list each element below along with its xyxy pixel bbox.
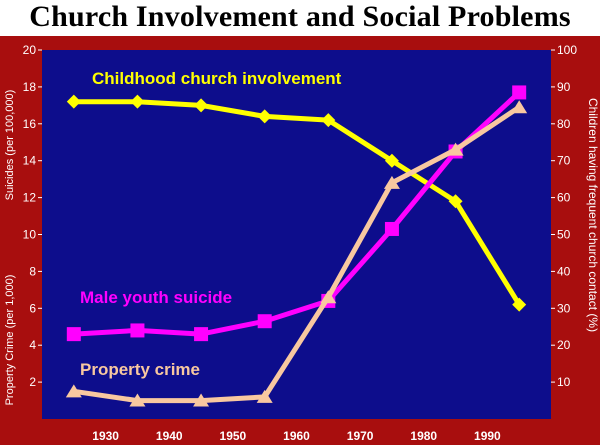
data-point bbox=[512, 297, 527, 312]
x-axis-ticks: 1930 1940 1950 1960 1970 1980 1990 bbox=[92, 429, 501, 443]
series-line bbox=[73, 105, 521, 404]
x-tick-label: 1990 bbox=[474, 429, 501, 443]
data-point bbox=[194, 327, 209, 342]
left-axis-label-top: Suicides (per 100,000) bbox=[4, 90, 16, 201]
data-point bbox=[193, 393, 210, 407]
right-axis-label: Children having frequent church contact … bbox=[586, 98, 600, 332]
series-label-church: Childhood church involvement bbox=[92, 69, 342, 88]
left-tick-label: 12 bbox=[23, 191, 37, 205]
data-point bbox=[66, 94, 81, 109]
left-tick-label: 2 bbox=[29, 375, 36, 389]
left-tick-label: 18 bbox=[23, 80, 37, 94]
series-line bbox=[73, 90, 521, 337]
x-tick-label: 1930 bbox=[92, 429, 119, 443]
left-tick-label: 14 bbox=[23, 154, 37, 168]
right-tick-label: 50 bbox=[557, 228, 571, 242]
right-tick-label: 40 bbox=[557, 264, 571, 278]
data-point bbox=[384, 221, 399, 236]
series-label-crime: Property crime bbox=[80, 360, 200, 379]
data-point bbox=[66, 327, 81, 342]
right-tick-label: 90 bbox=[557, 80, 571, 94]
left-tick-label: 4 bbox=[29, 338, 36, 352]
data-point bbox=[512, 85, 527, 100]
data-point bbox=[257, 314, 272, 329]
series-property-crime bbox=[65, 100, 528, 407]
data-point bbox=[65, 384, 82, 398]
data-point bbox=[320, 290, 337, 304]
left-axis-label-bottom: Property Crime (per 1,000) bbox=[4, 275, 16, 406]
data-point bbox=[511, 100, 528, 114]
data-point bbox=[194, 98, 209, 113]
plot-area bbox=[42, 50, 551, 419]
left-tick-label: 10 bbox=[23, 228, 37, 242]
data-point bbox=[383, 175, 400, 189]
series-childhood-church-involvement bbox=[66, 94, 527, 312]
left-tick-label: 16 bbox=[23, 117, 37, 131]
x-tick-label: 1980 bbox=[410, 429, 437, 443]
data-point bbox=[130, 323, 145, 338]
right-tick-label: 20 bbox=[557, 338, 571, 352]
data-point bbox=[384, 153, 399, 168]
right-tick-label: 30 bbox=[557, 301, 571, 315]
right-tick-label: 80 bbox=[557, 117, 571, 131]
data-point bbox=[130, 94, 145, 109]
x-tick-label: 1960 bbox=[283, 429, 310, 443]
left-tick-label: 8 bbox=[29, 264, 36, 278]
data-point bbox=[448, 194, 463, 209]
chart-title: Church Involvement and Social Problems bbox=[29, 0, 571, 33]
right-axis-ticks: 10 20 30 40 50 60 70 80 90 100 bbox=[551, 43, 577, 389]
series-label-suicide: Male youth suicide bbox=[80, 288, 232, 307]
right-tick-label: 60 bbox=[557, 191, 571, 205]
right-tick-label: 10 bbox=[557, 375, 571, 389]
left-tick-label: 20 bbox=[23, 43, 37, 57]
series-line bbox=[73, 99, 522, 306]
series-male-youth-suicide bbox=[66, 85, 527, 342]
right-tick-label: 70 bbox=[557, 154, 571, 168]
left-tick-label: 6 bbox=[29, 301, 36, 315]
data-point bbox=[321, 113, 336, 128]
x-tick-label: 1950 bbox=[220, 429, 247, 443]
x-tick-label: 1940 bbox=[156, 429, 183, 443]
series-layer bbox=[65, 85, 528, 407]
data-point bbox=[447, 142, 464, 156]
data-point bbox=[256, 389, 273, 403]
x-tick-label: 1970 bbox=[347, 429, 374, 443]
data-point bbox=[129, 393, 146, 407]
left-axis-ticks: 2 4 6 8 10 12 14 16 18 20 bbox=[23, 43, 42, 389]
right-tick-label: 100 bbox=[557, 43, 577, 57]
data-point bbox=[257, 109, 272, 124]
